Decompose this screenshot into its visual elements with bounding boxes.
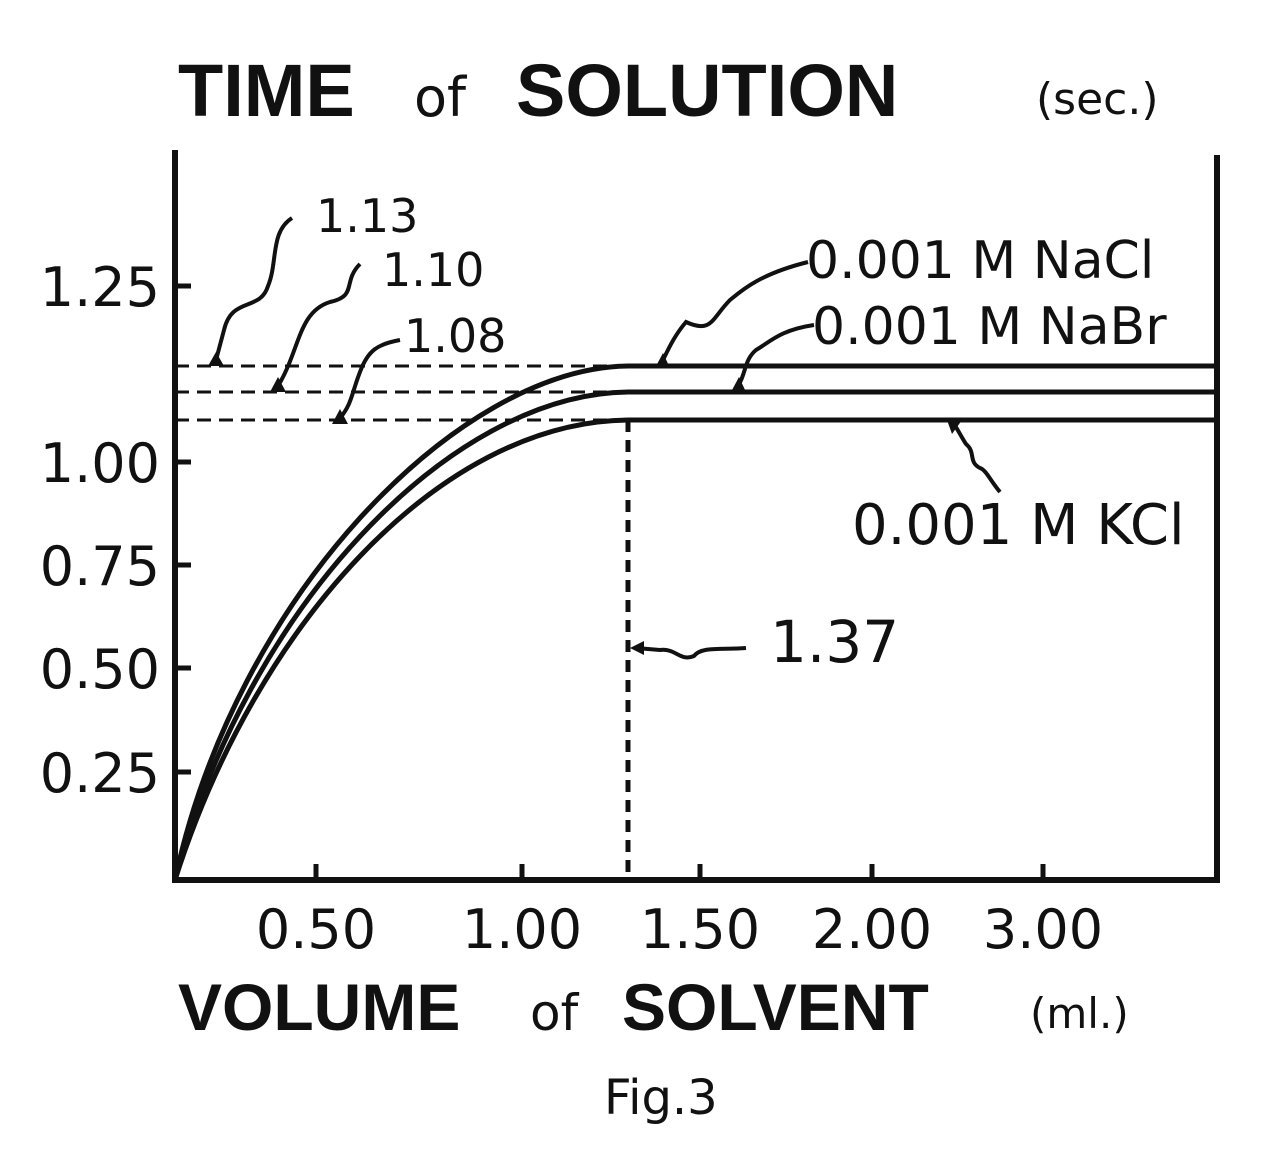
arrowhead-nabr bbox=[731, 377, 746, 392]
x-ticks: 0.50 1.00 1.50 2.00 3.00 bbox=[256, 864, 1103, 961]
arrowhead-kcl bbox=[947, 420, 962, 434]
leader-nacl bbox=[660, 260, 809, 363]
x-axis-label-part3: SOLVENT bbox=[622, 970, 929, 1044]
x-tick-label: 2.00 bbox=[812, 898, 932, 961]
leader-kcl bbox=[952, 422, 1002, 494]
chart-title-part2: of bbox=[414, 66, 468, 129]
chart-title-part3: SOLUTION bbox=[516, 49, 898, 132]
arrowhead-1-13 bbox=[208, 352, 224, 366]
x-tick-label: 1.00 bbox=[462, 898, 582, 961]
y-tick-label: 1.25 bbox=[40, 256, 160, 319]
chart-title-part1: TIME bbox=[178, 49, 355, 132]
leader-lines bbox=[214, 216, 1002, 660]
leader-1-37 bbox=[635, 646, 747, 660]
x-tick-label: 3.00 bbox=[983, 898, 1103, 961]
series-line-2 bbox=[172, 389, 1217, 881]
series-label-kcl: 0.001 M KCl bbox=[852, 493, 1185, 558]
arrowheads bbox=[208, 352, 962, 655]
label-volume-1-37: 1.37 bbox=[770, 608, 899, 676]
series-label-nabr: 0.001 M NaBr bbox=[812, 297, 1167, 357]
y-tick-label: 0.75 bbox=[40, 535, 160, 598]
x-axis-label-unit: (ml.) bbox=[1030, 989, 1129, 1038]
arrowhead-nacl bbox=[655, 353, 670, 368]
y-tick-label: 0.50 bbox=[40, 638, 160, 701]
y-tick-label: 1.00 bbox=[40, 432, 160, 495]
leader-1-10 bbox=[276, 262, 362, 388]
series-label-nacl: 0.001 M NaCl bbox=[806, 231, 1154, 291]
series-line-1 bbox=[172, 363, 1217, 881]
leader-nabr bbox=[736, 323, 815, 388]
x-tick-label: 0.50 bbox=[256, 898, 376, 961]
label-plateau-1-10: 1.10 bbox=[382, 243, 484, 297]
figure-caption: Fig.3 bbox=[604, 1070, 718, 1126]
series-line-3 bbox=[172, 417, 1217, 881]
chart-title-unit: (sec.) bbox=[1036, 74, 1159, 125]
x-axis-label-part2: of bbox=[530, 984, 580, 1042]
leader-1-13 bbox=[214, 216, 294, 361]
arrowhead-1-10 bbox=[270, 377, 286, 392]
x-tick-label: 1.50 bbox=[640, 898, 760, 961]
reference-dashes bbox=[175, 364, 631, 880]
arrowhead-1-37 bbox=[630, 641, 644, 655]
y-ticks: 1.25 1.00 0.75 0.50 0.25 bbox=[40, 256, 191, 805]
y-tick-label: 0.25 bbox=[40, 742, 160, 805]
x-axis-label-part1: VOLUME bbox=[178, 970, 460, 1044]
label-plateau-1-13: 1.13 bbox=[316, 189, 418, 243]
arrowhead-1-08 bbox=[332, 409, 348, 424]
series-group bbox=[172, 363, 1217, 881]
label-plateau-1-08: 1.08 bbox=[404, 309, 506, 363]
leader-1-08 bbox=[338, 338, 401, 420]
